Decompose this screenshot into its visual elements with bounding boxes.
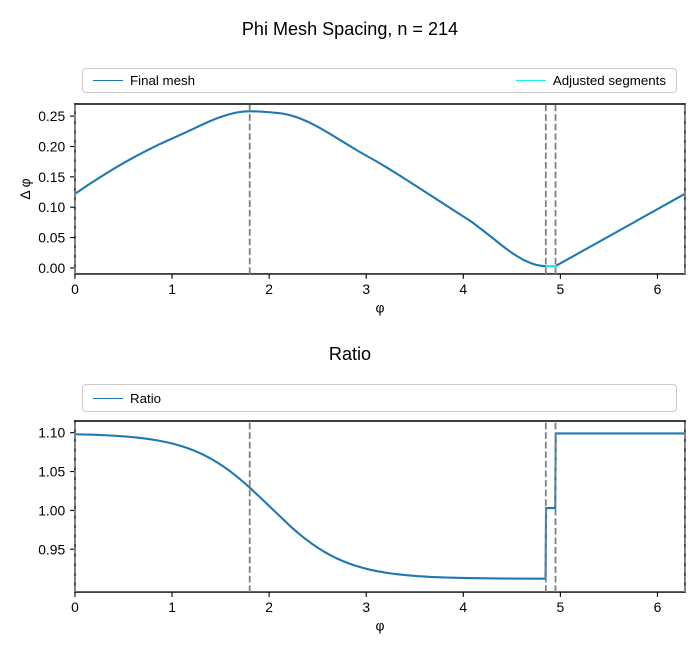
svg-text:3: 3 xyxy=(362,281,370,297)
svg-text:3: 3 xyxy=(362,599,370,615)
svg-text:φ: φ xyxy=(375,299,384,315)
svg-text:0.15: 0.15 xyxy=(38,169,65,185)
svg-text:6: 6 xyxy=(654,281,662,297)
svg-text:6: 6 xyxy=(654,599,662,615)
svg-text:0.95: 0.95 xyxy=(38,541,65,557)
svg-text:2: 2 xyxy=(265,599,273,615)
svg-text:5: 5 xyxy=(557,599,565,615)
svg-text:0.25: 0.25 xyxy=(38,108,65,124)
svg-text:φ: φ xyxy=(375,617,384,633)
svg-text:5: 5 xyxy=(557,281,565,297)
svg-text:Δ φ: Δ φ xyxy=(17,178,33,199)
svg-text:0.00: 0.00 xyxy=(38,260,65,276)
svg-text:1.10: 1.10 xyxy=(38,425,65,441)
svg-text:4: 4 xyxy=(459,599,467,615)
svg-text:Ratio: Ratio xyxy=(329,344,371,364)
svg-text:1: 1 xyxy=(168,599,176,615)
svg-text:4: 4 xyxy=(459,281,467,297)
svg-text:Phi Mesh Spacing, n = 214: Phi Mesh Spacing, n = 214 xyxy=(242,19,458,39)
svg-text:0: 0 xyxy=(71,599,79,615)
svg-text:0.10: 0.10 xyxy=(38,199,65,215)
svg-text:0.20: 0.20 xyxy=(38,139,65,155)
svg-text:1: 1 xyxy=(168,281,176,297)
svg-text:2: 2 xyxy=(265,281,273,297)
svg-text:1.00: 1.00 xyxy=(38,502,65,518)
svg-text:1.05: 1.05 xyxy=(38,464,65,480)
svg-text:0.05: 0.05 xyxy=(38,230,65,246)
svg-text:0: 0 xyxy=(71,281,79,297)
